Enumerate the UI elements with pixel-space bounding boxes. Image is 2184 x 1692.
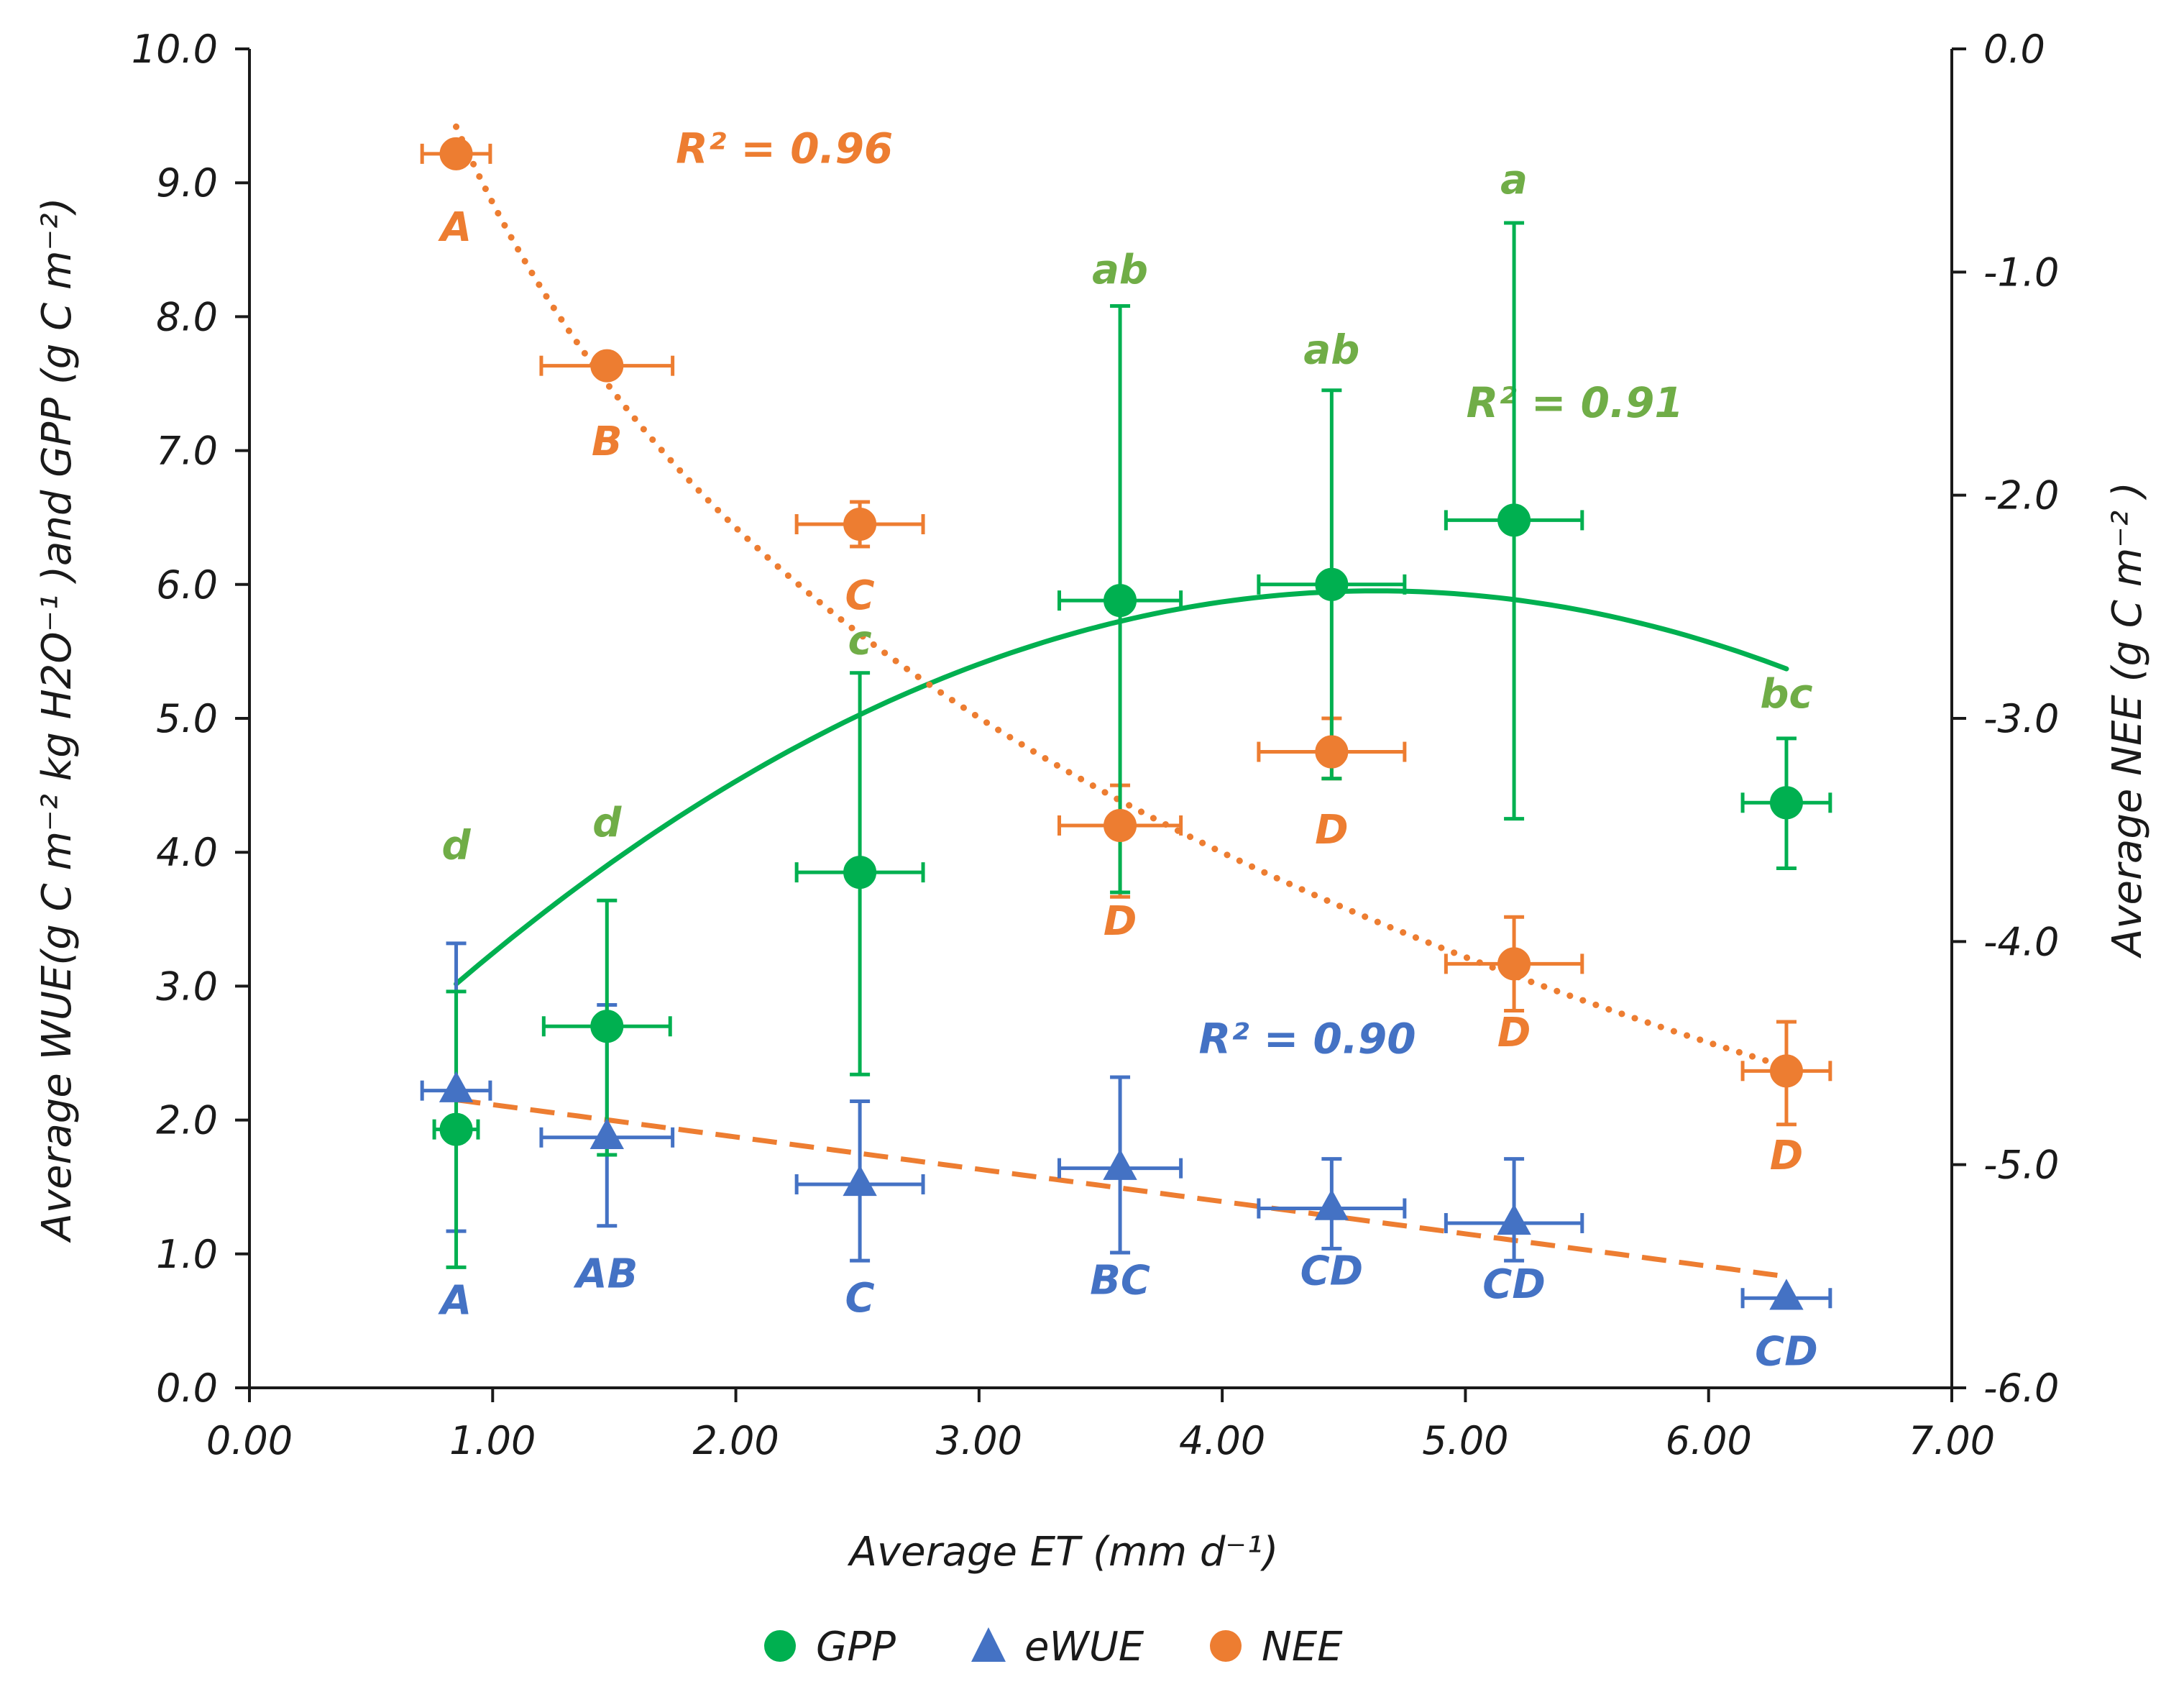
point-gpp xyxy=(1104,584,1137,618)
x-tick-label: 0.00 xyxy=(206,1418,293,1463)
legend-label-nee: NEE xyxy=(1262,1624,1343,1670)
point-ewue xyxy=(1103,1148,1137,1180)
y-left-tick-label: 8.0 xyxy=(156,294,218,339)
x-tick-label: 4.00 xyxy=(1179,1418,1265,1463)
point-ewue xyxy=(1314,1189,1349,1220)
sig-label-ewue: A xyxy=(438,1278,472,1325)
sig-label-gpp: bc xyxy=(1760,671,1812,718)
sig-label-ewue: CD xyxy=(1755,1328,1818,1375)
x-tick-label: 3.00 xyxy=(936,1418,1022,1463)
x-axis-title: Average ET (mm d⁻¹) xyxy=(848,1529,1279,1576)
y-right-tick-label: -2.0 xyxy=(1983,473,2059,518)
sig-label-nee: D xyxy=(1104,898,1137,945)
y-left-tick-label: 10.0 xyxy=(132,27,218,72)
sig-label-nee: D xyxy=(1770,1133,1803,1179)
y-right-tick-label: -4.0 xyxy=(1983,919,2059,964)
point-ewue xyxy=(589,1117,624,1150)
point-ewue xyxy=(843,1165,877,1197)
point-gpp xyxy=(1497,503,1531,537)
x-tick-label: 6.00 xyxy=(1666,1418,1752,1463)
point-ewue xyxy=(1497,1204,1531,1235)
y-right-tick-label: -6.0 xyxy=(1983,1366,2059,1411)
trendlines: R² = 0.91 R² = 0.90 R² = 0.96 xyxy=(453,123,1790,1279)
sig-label-gpp: d xyxy=(441,823,471,869)
y-left-tick-label: 5.0 xyxy=(156,696,218,741)
sig-label-nee: A xyxy=(438,204,472,251)
point-nee xyxy=(1104,808,1137,842)
point-ewue xyxy=(1769,1279,1804,1310)
point-nee xyxy=(843,508,877,541)
legend-marker-nee xyxy=(1210,1630,1242,1662)
trendline-nee xyxy=(453,123,1790,1071)
sig-label-nee: C xyxy=(845,572,875,619)
sig-label-ewue: AB xyxy=(573,1250,638,1297)
y-right-tick-label: -5.0 xyxy=(1983,1143,2059,1188)
sig-label-ewue: CD xyxy=(1300,1248,1364,1295)
point-nee xyxy=(1769,1054,1803,1088)
point-gpp xyxy=(1769,786,1803,820)
y-left-tick-label: 9.0 xyxy=(156,160,218,206)
data-markers xyxy=(439,137,1804,1310)
sig-label-gpp: c xyxy=(848,618,871,664)
legend: GPP eWUE NEE xyxy=(764,1624,1343,1670)
tick-labels: 0.00 1.00 2.00 3.00 4.00 5.00 6.00 7.00 0.0 1.0 2.… xyxy=(132,27,2060,1463)
legend-label-ewue: eWUE xyxy=(1024,1624,1144,1670)
y-left-tick-label: 6.0 xyxy=(156,562,218,608)
y-left-tick-label: 4.0 xyxy=(156,830,218,875)
sig-label-ewue: CD xyxy=(1482,1261,1546,1308)
axes xyxy=(235,47,1966,1402)
sig-label-ewue: BC xyxy=(1090,1258,1150,1304)
x-tick-label: 5.00 xyxy=(1422,1418,1508,1463)
point-nee xyxy=(1315,735,1349,769)
sig-label-ewue: C xyxy=(845,1275,875,1322)
x-tick-label: 2.00 xyxy=(692,1418,779,1463)
x-tick-label: 1.00 xyxy=(449,1418,536,1463)
sig-label-nee: D xyxy=(1315,807,1348,854)
point-nee xyxy=(439,137,473,170)
y-right-tick-label: -1.0 xyxy=(1983,250,2059,295)
x-tick-label: 7.00 xyxy=(1909,1418,1995,1463)
legend-marker-ewue xyxy=(971,1627,1006,1662)
y-left-tick-label: 2.0 xyxy=(156,1098,218,1143)
y-right-axis-title: Average NEE (g C m⁻² ) xyxy=(2104,482,2151,959)
point-gpp xyxy=(439,1112,473,1146)
y-right-tick-label: -3.0 xyxy=(1983,696,2059,741)
point-gpp xyxy=(590,1010,624,1043)
r2-label-ewue: R² = 0.90 xyxy=(1198,1015,1416,1064)
point-gpp xyxy=(1315,567,1349,601)
y-left-tick-label: 1.0 xyxy=(156,1232,218,1277)
sig-label-gpp: ab xyxy=(1092,247,1148,293)
sig-label-gpp: d xyxy=(592,800,622,846)
sig-label-nee: B xyxy=(592,419,623,465)
legend-marker-gpp xyxy=(764,1630,796,1662)
y-left-tick-label: 7.0 xyxy=(156,429,218,474)
legend-label-gpp: GPP xyxy=(816,1624,896,1670)
y-left-axis-title: Average WUE(g C m⁻² kg H2O⁻¹ )and GPP (g… xyxy=(34,198,81,1243)
point-nee xyxy=(590,349,624,383)
sig-label-gpp: ab xyxy=(1303,327,1359,374)
r2-label-nee: R² = 0.96 xyxy=(676,124,893,173)
point-gpp xyxy=(843,856,877,890)
y-left-tick-label: 0.0 xyxy=(156,1366,218,1411)
y-left-tick-label: 3.0 xyxy=(156,964,218,1009)
point-nee xyxy=(1497,947,1531,981)
sig-label-nee: D xyxy=(1497,1010,1531,1056)
sig-label-gpp: a xyxy=(1500,157,1528,204)
point-ewue xyxy=(439,1071,474,1102)
r2-label-gpp: R² = 0.91 xyxy=(1467,378,1684,427)
y-right-tick-label: 0.0 xyxy=(1983,27,2045,72)
